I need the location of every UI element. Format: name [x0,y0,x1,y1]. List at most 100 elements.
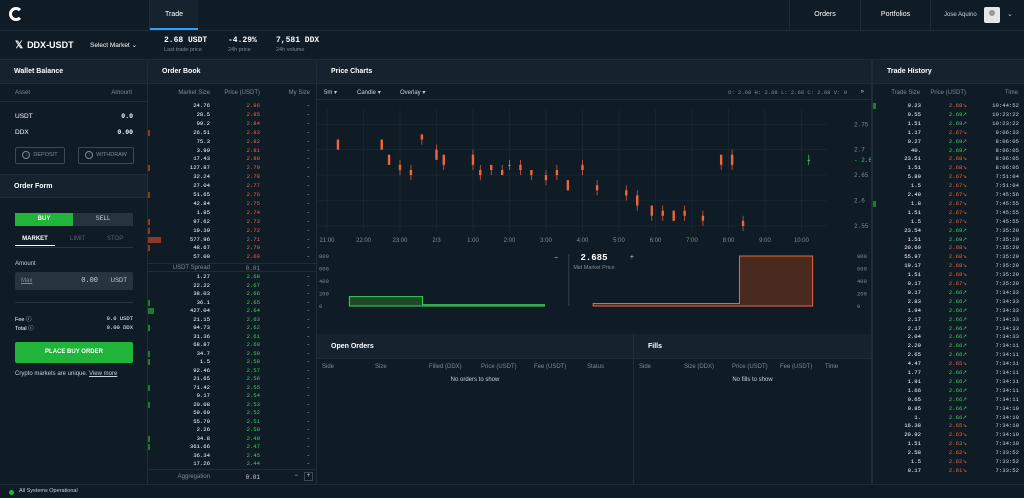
my-size: - [306,375,310,382]
ask-row[interactable]: 1.85 2.74 - [148,209,316,217]
candle-body [508,164,511,166]
bid-row[interactable]: 17.26 2.44 - [148,460,316,468]
ask-row[interactable]: 19.39 2.72 - [148,227,316,235]
max-button[interactable]: Max [21,278,33,284]
depth-y-tick: 600 [857,266,867,273]
trade-time: 7:33:52 [995,458,1020,465]
trade-row: 0.85 2.66↗ 7:34:10 [873,405,1024,413]
bid-row[interactable]: 1.5 2.58 - [148,358,316,366]
bid-row[interactable]: 0.17 2.54 - [148,392,316,400]
bid-price: 2.56 [246,375,260,382]
zoom-in-button[interactable]: + [629,254,634,261]
bid-row[interactable]: 38.03 2.66 - [148,290,316,298]
market-note: Crypto markets are unique. View more [15,371,117,377]
nav-orders[interactable]: Orders [789,0,860,30]
bid-row[interactable]: 21.65 2.56 - [148,375,316,383]
overlay-dropdown[interactable]: Overlay ▾ [400,89,425,96]
trade-time: 7:45:56 [995,191,1020,198]
bid-row[interactable]: 36.1 2.65 - [148,299,316,307]
trade-price-value: 2.68 [948,155,963,163]
mid-price-value: 2.685 [580,253,608,263]
place-buy-order-button[interactable]: PLACE BUY ORDER [15,342,133,363]
ask-row[interactable]: 32.24 2.78 - [148,173,316,181]
x-tick-label: 21:00 [319,238,335,244]
user-menu[interactable]: Jose Aquino ⌄ [930,0,1024,30]
bid-row[interactable]: 34.8 2.49 - [148,435,316,443]
candle-body [435,149,438,160]
wallet-row-usdt: USDT 0.0 [15,113,133,120]
sell-tab[interactable]: SELL [73,213,133,226]
zoom-out-button[interactable]: − [554,255,559,262]
ask-row[interactable]: 17.43 2.80 - [148,155,316,163]
buy-tab[interactable]: BUY [15,213,73,226]
trade-row: 1.77 2.66↗ 7:34:11 [873,369,1024,377]
bid-row[interactable]: 94.73 2.62 - [148,324,316,332]
ask-row[interactable]: 577.96 2.71 - [148,236,316,244]
chart-style-dropdown[interactable]: Candle ▾ [357,89,381,96]
aggregation-decrease-button[interactable]: − [294,473,298,479]
arrow-down-icon: ↘ [962,360,967,368]
bid-row[interactable]: 1.27 2.68 - [148,273,316,281]
trade-row: 0.17 2.61↘ 7:33:52 [873,467,1024,475]
trade-size: 2.29 [907,342,921,350]
bid-row[interactable]: 2.26 2.50 - [148,426,316,434]
nav-trade[interactable]: Trade [149,0,198,30]
ask-row[interactable]: 57.09 2.69 - [148,253,316,261]
ask-row[interactable]: 99.2 2.84 - [148,120,316,128]
aggregation-increase-button[interactable]: + [304,472,313,481]
nav-portfolios[interactable]: Portfolios [860,0,930,30]
bid-row[interactable]: 36.34 2.45 - [148,452,316,460]
trade-price: 2.68↘ [949,271,967,279]
bid-price: 2.50 [246,426,260,433]
candlestick-chart[interactable]: 2.55 2.6 2.65 2.7 2.75 21:00 22:00 23:00 2/3 1:00… [317,101,871,308]
bid-row[interactable]: 22.22 2.67 - [148,282,316,290]
ask-size: 28.5 [196,110,210,118]
ask-row[interactable]: 97.62 2.73 - [148,218,316,226]
ask-row[interactable]: 75.3 2.82 - [148,138,316,146]
withdraw-button[interactable]: ↑ WITHDRAW [78,147,134,164]
amount-input[interactable]: Max 0.00 USDT [15,272,133,290]
tab-stop[interactable]: STOP [107,236,124,242]
tab-limit[interactable]: LIMIT [70,236,86,242]
trade-price-value: 2.66 [948,306,963,314]
ask-row[interactable]: 42.84 2.75 - [148,200,316,208]
deposit-button[interactable]: ↓ DEPOSIT [15,147,65,164]
arrow-down-icon: ↘ [962,164,967,172]
trade-price: 2.67↘ [949,280,967,288]
avatar[interactable] [984,7,1000,23]
chevron-down-icon[interactable]: ⌄ [1007,11,1013,18]
arrow-down-icon: ↘ [962,173,967,181]
ask-row[interactable]: 48.67 2.70 - [148,244,316,252]
bid-row[interactable]: 34.7 2.59 - [148,350,316,358]
bid-row[interactable]: 20.08 2.53 - [148,401,316,409]
bid-row[interactable]: 21.15 2.63 - [148,316,316,324]
ask-row[interactable]: 24.76 2.86 - [148,102,316,110]
amount-value[interactable]: 0.00 [81,277,98,285]
logo-icon[interactable] [9,7,23,21]
bid-row[interactable]: 68.87 2.60 - [148,341,316,349]
tab-market[interactable]: MARKET [15,236,55,246]
bid-row[interactable]: 55.79 2.51 - [148,418,316,426]
bid-row[interactable]: 361.66 2.47 - [148,443,316,451]
bid-row[interactable]: 59.69 2.52 - [148,409,316,417]
view-more-link[interactable]: View more [89,371,118,377]
bid-row[interactable]: 92.46 2.57 - [148,367,316,375]
ask-row[interactable]: 51.65 2.76 - [148,191,316,199]
bid-row[interactable]: 71.42 2.55 - [148,384,316,392]
trade-size: 2.17 [907,324,921,332]
trade-time: 7:34:11 [995,369,1020,376]
ask-row[interactable]: 26.51 2.83 - [148,129,316,137]
trade-size: 2.83 [907,297,921,305]
bid-row[interactable]: 427.04 2.64 - [148,307,316,315]
select-market-dropdown[interactable]: Select Market ⌄ [90,41,137,49]
ask-row[interactable]: 127.87 2.79 - [148,164,316,172]
expand-icon[interactable]: » [860,89,864,95]
trade-price-value: 2.65 [948,360,963,368]
trade-time: 10:23:22 [992,119,1019,127]
interval-dropdown[interactable]: 5m ▾ [324,89,337,96]
ask-row[interactable]: 28.5 2.85 - [148,111,316,119]
bid-row[interactable]: 31.36 2.61 - [148,333,316,341]
ask-row[interactable]: 3.99 2.81 - [148,147,316,155]
ask-row[interactable]: 27.04 2.77 - [148,182,316,190]
wallet-panel: Wallet Balance Asset Amount USDT 0.0 DDX 0… [0,60,148,484]
